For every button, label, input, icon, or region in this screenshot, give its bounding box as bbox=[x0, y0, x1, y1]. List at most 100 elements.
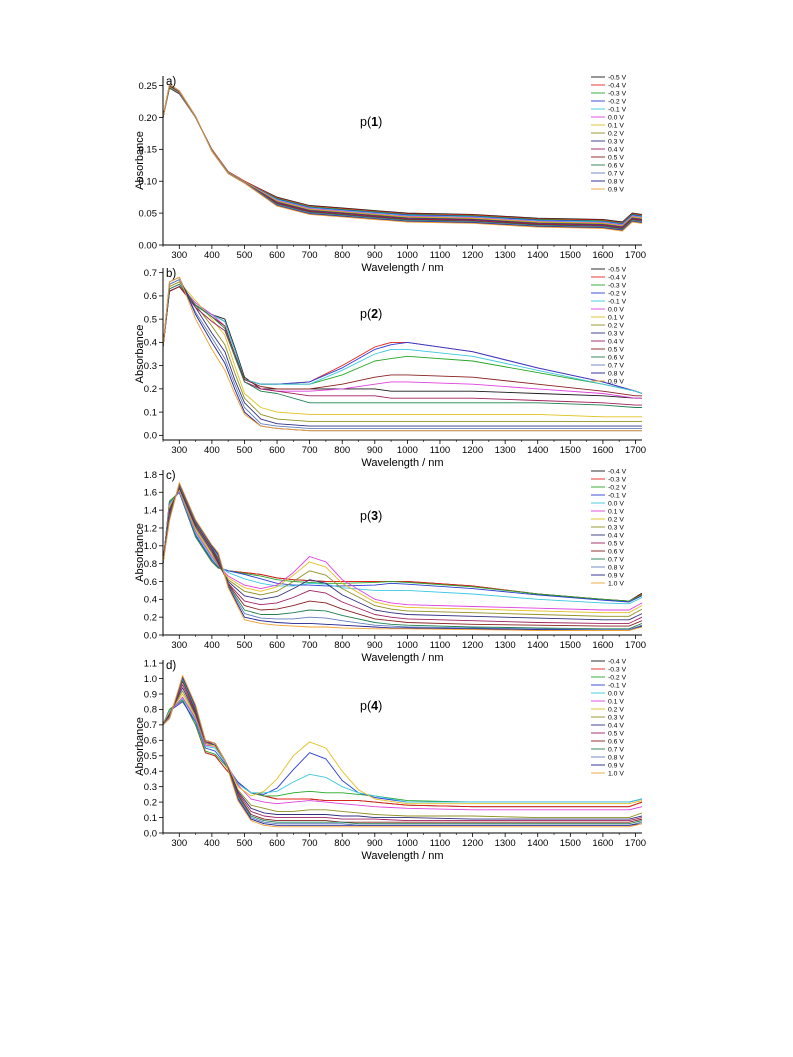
y-tick-label: 0.9 bbox=[144, 689, 157, 700]
y-tick-label: 0.0 bbox=[144, 828, 157, 839]
legend-entry: 0.6 V bbox=[608, 354, 624, 361]
legend: -0.5 V-0.4 V-0.3 V-0.2 V-0.1 V0.0 V0.1 V… bbox=[591, 74, 627, 193]
series-line-9 bbox=[163, 487, 642, 621]
y-axis-title: Absorbance bbox=[134, 717, 146, 776]
x-tick-label: 900 bbox=[367, 445, 383, 456]
legend-entry: -0.3 V bbox=[608, 666, 627, 673]
x-tick-label: 700 bbox=[302, 640, 318, 651]
y-tick-label: 0.3 bbox=[144, 782, 157, 793]
compound-label: p(2) bbox=[360, 307, 382, 321]
legend-entry: 0.5 V bbox=[608, 730, 624, 737]
x-tick-label: 1000 bbox=[397, 445, 418, 456]
legend-entry: -0.5 V bbox=[608, 74, 627, 81]
series-line-7 bbox=[163, 281, 642, 418]
y-tick-label: 0.25 bbox=[139, 81, 158, 92]
x-tick-label: 1300 bbox=[495, 250, 516, 261]
legend-entry: -0.3 V bbox=[608, 90, 627, 97]
series-line-14 bbox=[163, 83, 642, 231]
chart-panel-4: 300 400 500 600 700 800 900 1000 1100 1200 1300 140… bbox=[134, 658, 646, 862]
y-tick-label: 0.2 bbox=[144, 384, 157, 395]
series-line-1 bbox=[163, 87, 642, 223]
y-tick-label: 0.5 bbox=[144, 314, 157, 325]
y-tick-label: 0.7 bbox=[144, 720, 157, 731]
x-tick-label: 300 bbox=[171, 838, 187, 849]
legend-entry: -0.4 V bbox=[608, 658, 627, 665]
legend-entry: 0.3 V bbox=[608, 524, 624, 531]
legend-entry: -0.2 V bbox=[608, 484, 627, 491]
x-tick-label: 1100 bbox=[430, 640, 450, 651]
series-line-13 bbox=[163, 84, 642, 231]
series-line-6 bbox=[163, 85, 642, 226]
legend-entry: -0.3 V bbox=[608, 476, 627, 483]
y-tick-label: 0.8 bbox=[144, 705, 157, 716]
y-tick-label: 1.2 bbox=[144, 523, 157, 534]
x-tick-label: 1500 bbox=[560, 640, 581, 651]
y-tick-label: 0.1 bbox=[144, 407, 157, 418]
compound-label: p(3) bbox=[360, 509, 382, 523]
legend-entry: 0.5 V bbox=[608, 346, 624, 353]
legend-entry: -0.2 V bbox=[608, 290, 627, 297]
series-line-11 bbox=[163, 85, 642, 229]
legend-entry: 0.2 V bbox=[608, 516, 624, 523]
x-tick-label: 1300 bbox=[495, 838, 516, 849]
series-line-8 bbox=[163, 281, 642, 422]
x-tick-label: 1200 bbox=[462, 250, 483, 261]
series-line-12 bbox=[163, 84, 642, 230]
x-tick-label: 1400 bbox=[527, 445, 548, 456]
series-line-13 bbox=[163, 483, 642, 631]
legend-entry: 0.3 V bbox=[608, 714, 624, 721]
y-tick-label: 0.15 bbox=[139, 145, 158, 156]
chart-panel-3: 300 400 500 600 700 800 900 1000 1100 1200 1300 140… bbox=[134, 468, 646, 664]
legend-entry: -0.1 V bbox=[608, 492, 627, 499]
series-line-5 bbox=[163, 698, 642, 803]
legend-entry: 0.9 V bbox=[608, 378, 624, 385]
series-line-9 bbox=[163, 279, 642, 427]
x-tick-label: 300 bbox=[171, 640, 187, 651]
y-tick-label: 1.4 bbox=[144, 505, 157, 516]
legend-entry: 0.4 V bbox=[608, 532, 624, 539]
legend: -0.5 V-0.4 V-0.3 V-0.2 V-0.1 V0.0 V0.1 V… bbox=[591, 266, 627, 385]
series-line-15 bbox=[163, 276, 642, 432]
x-tick-label: 300 bbox=[171, 445, 187, 456]
y-tick-label: 0.00 bbox=[139, 240, 158, 251]
y-tick-label: 0.6 bbox=[144, 577, 157, 588]
y-tick-label: 0.2 bbox=[144, 612, 157, 623]
panel-label: c) bbox=[166, 470, 176, 482]
legend-entry: 0.4 V bbox=[608, 338, 624, 345]
series-line-9 bbox=[163, 687, 642, 820]
x-tick-label: 1500 bbox=[560, 250, 581, 261]
legend-entry: -0.2 V bbox=[608, 98, 627, 105]
series-line-15 bbox=[163, 83, 642, 232]
x-tick-label: 1400 bbox=[527, 838, 548, 849]
x-tick-label: 400 bbox=[204, 250, 220, 261]
series-line-13 bbox=[163, 279, 642, 429]
series-line-8 bbox=[163, 85, 642, 227]
legend-entry: 0.9 V bbox=[608, 186, 624, 193]
legend-entry: -0.4 V bbox=[608, 468, 627, 475]
x-tick-label: 1700 bbox=[625, 838, 646, 849]
panel-label: b) bbox=[166, 268, 176, 280]
x-tick-label: 500 bbox=[237, 640, 253, 651]
legend-entry: 0.7 V bbox=[608, 746, 624, 753]
y-tick-label: 1.0 bbox=[144, 541, 157, 552]
x-tick-label: 800 bbox=[334, 838, 350, 849]
y-tick-label: 0.2 bbox=[144, 797, 157, 808]
x-tick-label: 900 bbox=[367, 250, 383, 261]
x-axis-title: Wavelength / nm bbox=[361, 850, 443, 862]
x-tick-label: 400 bbox=[204, 640, 220, 651]
series-line-14 bbox=[163, 482, 642, 631]
y-tick-label: 0.05 bbox=[139, 208, 158, 219]
legend-entry: 0.5 V bbox=[608, 154, 624, 161]
x-tick-label: 900 bbox=[367, 640, 383, 651]
series-line-5 bbox=[163, 286, 642, 394]
x-tick-label: 1700 bbox=[625, 250, 646, 261]
series-line-3 bbox=[163, 87, 642, 224]
legend-entry: -0.1 V bbox=[608, 106, 627, 113]
y-axis-title: Absorbance bbox=[134, 523, 146, 582]
y-axis-title: Absorbance bbox=[134, 131, 146, 190]
legend-entry: 0.1 V bbox=[608, 122, 624, 129]
legend-entry: 0.2 V bbox=[608, 706, 624, 713]
series-line-8 bbox=[163, 488, 642, 617]
y-tick-label: 0.4 bbox=[144, 338, 157, 349]
